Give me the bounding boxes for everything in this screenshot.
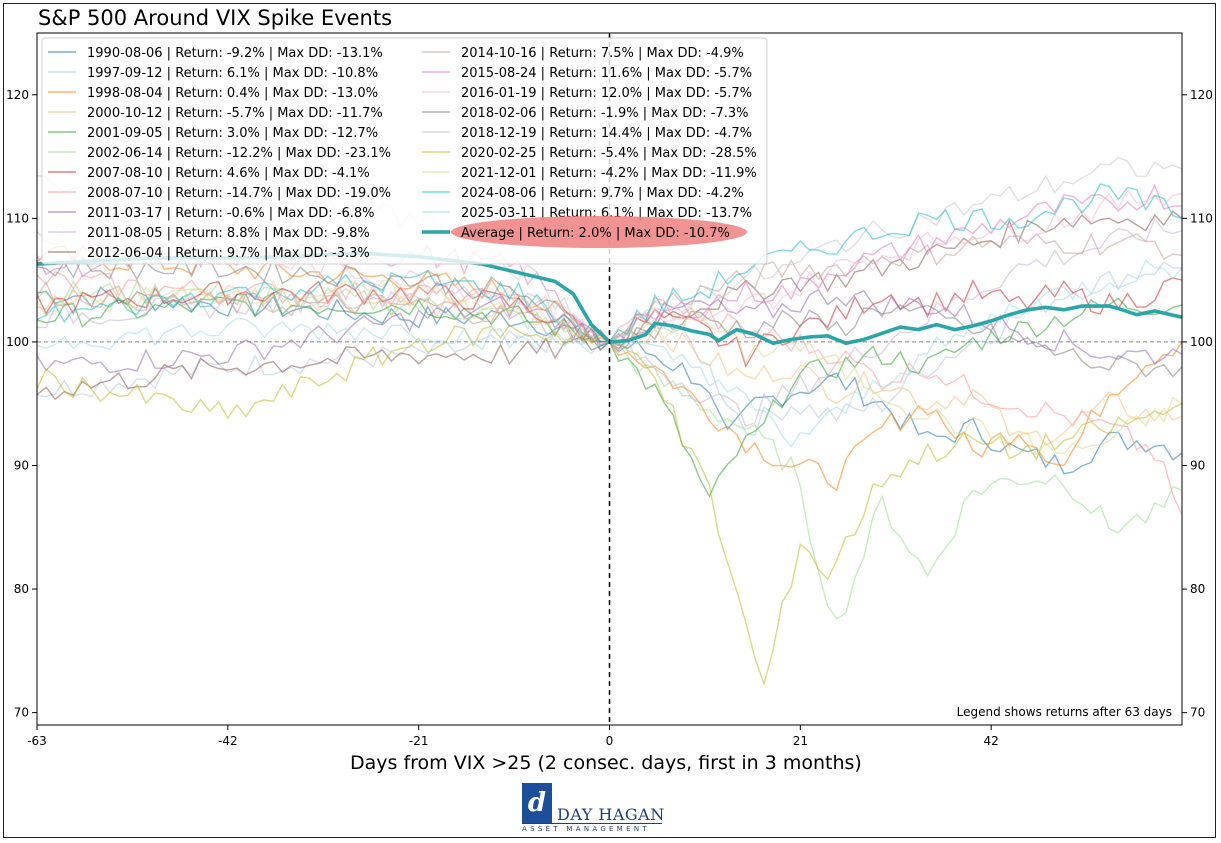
average-highlight-ellipse (451, 216, 747, 248)
x-tick-label: 42 (984, 734, 999, 748)
legend-entry-1: 1990-08-06 | Return: -9.2% | Max DD: -13… (87, 46, 383, 61)
legend-entry-9: 2011-03-17 | Return: -0.6% | Max DD: -6.… (87, 206, 374, 221)
x-tick-label: -63 (27, 734, 47, 748)
y-tick-label-right: 110 (1190, 211, 1213, 225)
average-line (36, 251, 1183, 346)
legend-entry-19: 2024-08-06 | Return: 9.7% | Max DD: -4.2… (461, 186, 744, 201)
legend-entry-17: 2020-02-25 | Return: -5.4% | Max DD: -28… (461, 146, 757, 161)
legend-entry-7: 2007-08-10 | Return: 4.6% | Max DD: -4.1… (87, 166, 370, 181)
legend-entry-5: 2001-09-05 | Return: 3.0% | Max DD: -12.… (87, 126, 378, 141)
x-tick-label: 21 (793, 734, 808, 748)
legend-box (41, 37, 768, 265)
legend-entry-13: 2015-08-24 | Return: 11.6% | Max DD: -5.… (461, 66, 752, 81)
y-tick-label-right: 70 (1190, 706, 1205, 720)
x-axis-label: Days from VIX >25 (2 consec. days, first… (350, 752, 862, 774)
legend-entry-14: 2016-01-19 | Return: 12.0% | Max DD: -5.… (461, 86, 752, 101)
legend-entry-10: 2011-08-05 | Return: 8.8% | Max DD: -9.8… (87, 226, 370, 241)
y-tick-label-left: 70 (14, 706, 29, 720)
legend-entry-4: 2000-10-12 | Return: -5.7% | Max DD: -11… (87, 106, 383, 121)
legend-entry-12: 2014-10-16 | Return: 7.5% | Max DD: -4.9… (461, 46, 744, 61)
y-tick-label-right: 80 (1190, 582, 1205, 596)
chart-title: S&P 500 Around VIX Spike Events (38, 6, 393, 30)
figure-frame (3, 3, 1216, 838)
day-hagan-logo: d DAY HAGAN ASSET MANAGEMENT (522, 783, 682, 835)
legend-note: Legend shows returns after 63 days (957, 705, 1172, 719)
logo-name: DAY HAGAN (557, 805, 665, 824)
legend-entry-3: 1998-08-04 | Return: 0.4% | Max DD: -13.… (87, 86, 378, 101)
legend-entry-2: 1997-09-12 | Return: 6.1% | Max DD: -10.… (87, 66, 378, 81)
legend-entry-18: 2021-12-01 | Return: -4.2% | Max DD: -11… (461, 166, 757, 181)
legend-entry-15: 2018-02-06 | Return: -1.9% | Max DD: -7.… (461, 106, 748, 121)
y-tick-label-right: 90 (1190, 459, 1205, 473)
logo-subtitle: ASSET MANAGEMENT (522, 825, 650, 833)
y-tick-label-left: 110 (6, 211, 29, 225)
x-tick-label: -21 (409, 734, 429, 748)
x-tick-label: -42 (218, 734, 238, 748)
logo-rule (522, 823, 662, 824)
legend: 1990-08-06 | Return: -9.2% | Max DD: -13… (41, 37, 768, 265)
y-tick-label-right: 120 (1190, 88, 1213, 102)
y-tick-label-left: 120 (6, 88, 29, 102)
y-tick-label-left: 80 (14, 582, 29, 596)
legend-entry-20: 2025-03-11 | Return: 6.1% | Max DD: -13.… (461, 206, 752, 221)
y-tick-label-right: 100 (1190, 335, 1213, 349)
y-tick-label-left: 90 (14, 459, 29, 473)
legend-entry-11: 2012-06-04 | Return: 9.7% | Max DD: -3.3… (87, 246, 370, 261)
legend-entry-8: 2008-07-10 | Return: -14.7% | Max DD: -1… (87, 186, 391, 201)
legend-entry-21: Average | Return: 2.0% | Max DD: -10.7% (461, 226, 730, 241)
y-tick-label-left: 100 (6, 335, 29, 349)
x-tick-label: 0 (606, 734, 614, 748)
legend-entry-16: 2018-12-19 | Return: 14.4% | Max DD: -4.… (461, 126, 752, 141)
legend-entry-6: 2002-06-14 | Return: -12.2% | Max DD: -2… (87, 146, 391, 161)
logo-mark: d (522, 783, 552, 823)
